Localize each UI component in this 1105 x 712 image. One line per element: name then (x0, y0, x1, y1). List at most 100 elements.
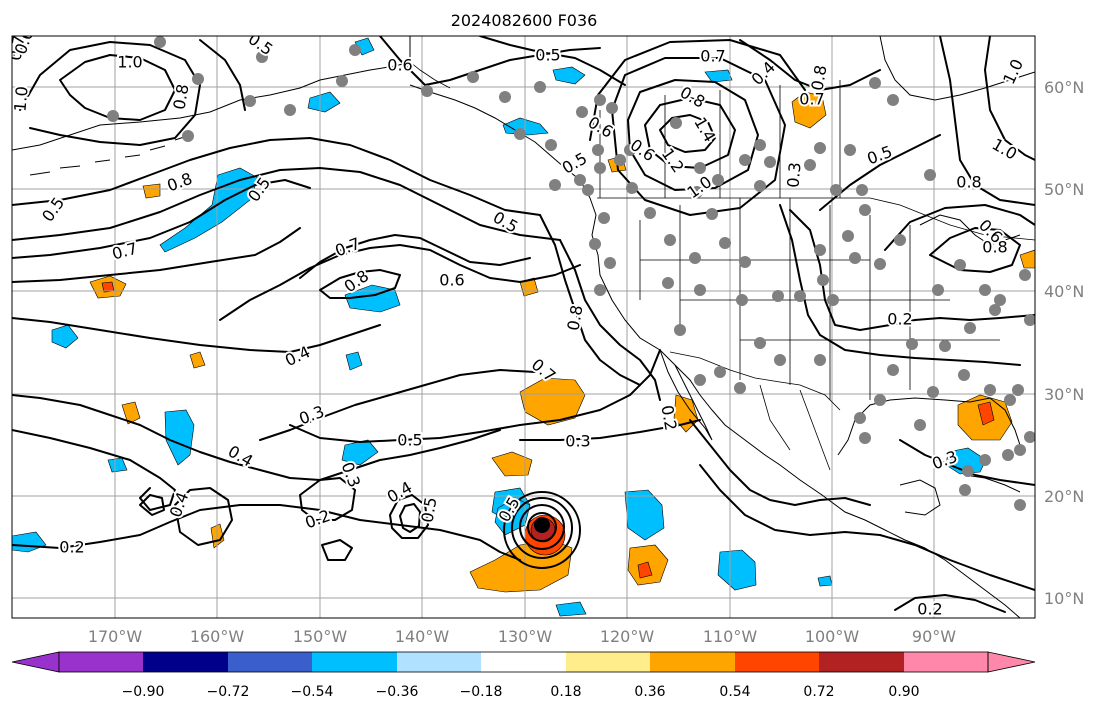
station-dot (1024, 314, 1035, 326)
station-dot (859, 432, 871, 444)
colorbar-tick-label: −0.72 (207, 684, 250, 700)
station-dot (754, 139, 766, 151)
station-dot (421, 85, 433, 97)
coast-alaska (12, 36, 411, 151)
station-dot (182, 130, 194, 142)
contour-1.0-low (627, 79, 759, 191)
station-dot (734, 382, 746, 394)
coast-hudson (879, 36, 1035, 101)
shade-blue (552, 66, 586, 85)
station-dot (830, 184, 842, 196)
station-dot (594, 94, 606, 106)
lon-label: 90°W (912, 627, 956, 646)
station-dot (598, 212, 610, 224)
shade-blue (307, 91, 341, 113)
station-dot (592, 144, 604, 156)
shade-orange (121, 401, 141, 425)
station-dot (764, 156, 776, 168)
station-dot (914, 419, 926, 431)
station-dot (874, 258, 886, 270)
station-dot (827, 294, 839, 306)
border-alaska-canada (409, 36, 451, 89)
station-dot (854, 412, 866, 424)
station-dot (814, 142, 826, 154)
station-dot (927, 386, 939, 398)
shade-blue (555, 601, 587, 617)
station-dot (604, 257, 616, 269)
border-us-canada (597, 197, 1035, 241)
station-dot (674, 324, 686, 336)
colorbar-under-triangle (11, 651, 60, 673)
contour-label: 1.0 (10, 85, 31, 112)
station-dot (664, 234, 676, 246)
station-dot (1004, 394, 1016, 406)
station-dot (1014, 499, 1026, 511)
colorbar-bin (650, 652, 735, 672)
lon-label: 130°W (498, 627, 553, 646)
station-dot (959, 484, 971, 496)
contour-0.7-north (12, 167, 561, 241)
station-dot (804, 159, 816, 171)
contour-label: 1.0 (117, 53, 142, 72)
contour-0.6-alaska (379, 36, 601, 86)
station-dot (906, 338, 918, 350)
contour-0.3-mid (259, 369, 536, 441)
station-dot (689, 252, 701, 264)
lon-axis: 170°W 160°W 150°W 140°W 130°W 120°W 110°… (88, 627, 956, 646)
station-dot (626, 182, 638, 194)
hurricane-eye (534, 517, 550, 533)
shade-blue (345, 351, 363, 371)
coast-central-america (924, 547, 1021, 618)
contour-0.8-coast (559, 239, 661, 401)
colorbar-over-triangle (987, 651, 1036, 673)
shade-blue (704, 69, 733, 83)
colorbar-tick-label: −0.90 (122, 684, 165, 700)
shade-blue (107, 457, 128, 473)
contour-label: 0.5 (535, 46, 560, 65)
contour-0.5-grlakes (884, 204, 1035, 251)
station-dot (606, 102, 618, 114)
colorbar-tick-label: 0.54 (719, 684, 750, 700)
contour-label: 0.8 (956, 173, 981, 192)
station-dot (624, 144, 636, 156)
station-dot (107, 110, 119, 122)
colorbar-bin (819, 652, 904, 672)
shade-orange (637, 561, 653, 579)
station-dot (754, 180, 766, 192)
contour-1.4-low (659, 114, 716, 153)
shade-orange (142, 183, 161, 199)
station-dot (842, 230, 854, 242)
station-dot (534, 81, 546, 93)
contour-hurricane-4 (503, 491, 581, 569)
contour-0.8-low (611, 57, 786, 216)
station-dot (772, 290, 784, 302)
station-dot (739, 154, 751, 166)
station-dot (545, 139, 557, 151)
lat-label: 20°N (1044, 487, 1084, 506)
contour-label: 0.2 (917, 600, 942, 619)
station-dot (984, 384, 996, 396)
colorbar-tick-label: −0.36 (376, 684, 419, 700)
contour-0.2-mexico (699, 464, 1035, 591)
contour-0.7-center (299, 234, 531, 279)
station-dot (670, 117, 682, 129)
contour-0.4-mid (12, 429, 176, 511)
station-dot (614, 154, 626, 166)
contour-0.2-south (12, 504, 521, 561)
station-dot (962, 465, 974, 477)
contour-hurricane-3 (511, 497, 573, 559)
station-dot (887, 94, 899, 106)
contour-label: 0.3 (565, 432, 590, 451)
station-dot (754, 337, 766, 349)
station-dot (814, 244, 826, 256)
station-dot (1019, 269, 1031, 281)
lat-label: 40°N (1044, 282, 1084, 301)
station-dot (712, 174, 724, 186)
coast-north-america-west (589, 197, 926, 549)
station-dot (794, 290, 806, 302)
lat-axis: 60°N 50°N 40°N 30°N 20°N 10°N (1044, 78, 1084, 608)
station-dot (874, 394, 886, 406)
map-title: 2024082600 F036 (451, 11, 598, 30)
station-dot (736, 294, 748, 306)
